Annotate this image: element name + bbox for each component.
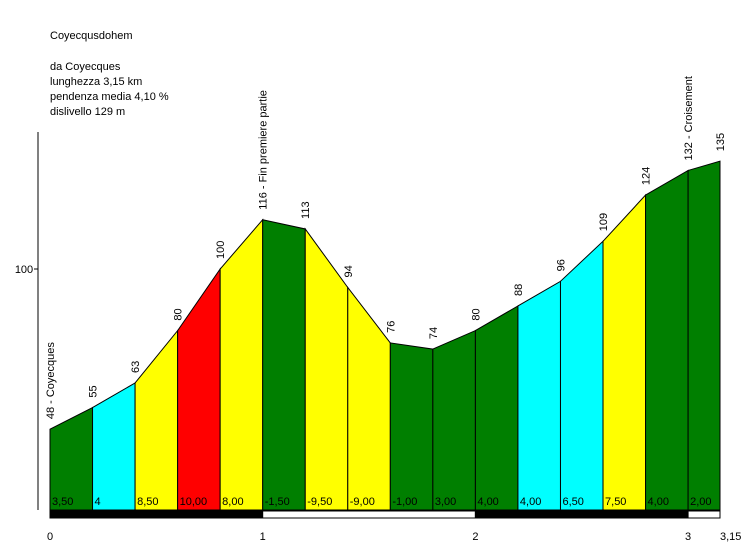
gradient-label-1: 4 [95,496,101,508]
elevation-label-4: 100 [215,241,227,259]
profile-segment-13 [602,193,647,511]
gradient-label-12: 6,50 [562,496,583,508]
elevation-label-6: 113 [300,201,312,219]
elevation-label-8: 76 [385,321,397,333]
x-tick-label-3: 3 [685,531,691,543]
profile-segment-2 [134,329,179,511]
km-bar-1 [262,510,476,519]
elevation-label-1: 55 [88,385,100,397]
profile-segment-12 [559,240,604,511]
profile-segment-9 [432,329,476,511]
elevation-label-5: 116 - Fin premiere partie [258,90,270,210]
elevation-label-12: 96 [555,259,567,271]
gradient-label-9: 3,00 [435,496,456,508]
profile-segment-3 [177,267,221,511]
gradient-label-14: 4,00 [648,496,669,508]
profile-segment-7 [347,286,391,511]
profile-segment-5 [262,219,306,511]
gradient-label-8: -1,00 [392,496,417,508]
gradient-label-11: 4,00 [520,496,541,508]
profile-segment-10 [474,305,519,511]
gradient-label-6: -9,50 [307,496,332,508]
elevation-label-0: 48 - Coyecques [45,342,57,420]
elevation-label-13: 109 [598,213,610,231]
gradient-label-0: 3,50 [52,496,73,508]
profile-segment-6 [304,227,349,511]
gradient-label-2: 8,50 [137,496,158,508]
elevation-label-10: 80 [470,308,482,320]
x-tick-label-0: 0 [47,531,53,543]
km-bar-2 [474,510,689,519]
profile-segment-11 [517,280,561,511]
elevation-label-15: 132 - Croisement [683,76,695,160]
elevation-label-3: 80 [173,308,185,320]
gradient-label-5: -1,50 [265,496,290,508]
elevation-label-14: 124 [641,167,653,185]
profile-segment-1 [92,382,136,511]
x-tick-label-4: 3,15 [720,531,741,543]
gradient-label-13: 7,50 [605,496,626,508]
profile-segment-8 [389,342,434,511]
profile-segment-15 [687,160,721,511]
gradient-label-7: -9,00 [350,496,375,508]
length-info: lunghezza 3,15 km [50,76,143,88]
elevation-gain-info: dislivello 129 m [50,106,126,118]
y-tick-label-0: 100 [15,264,33,276]
km-bar-0 [49,510,264,519]
profile-segment-4 [219,218,264,511]
gradient-label-4: 8,00 [222,496,243,508]
elevation-label-11: 88 [513,284,525,296]
gradient-label-15: 2,00 [690,496,711,508]
profile-segment-0 [49,406,94,511]
km-bar-3 [687,510,721,519]
avg-gradient-info: pendenza media 4,10 % [50,91,169,103]
elevation-label-16: 135 [715,133,727,151]
chart-title: Coyecqusdohem [50,30,133,42]
x-tick-label-2: 2 [472,531,478,543]
start-location: da Coyecques [50,61,121,73]
profile-segment-14 [645,169,689,511]
x-tick-label-1: 1 [260,531,266,543]
gradient-label-10: 4,00 [477,496,498,508]
elevation-label-7: 94 [343,265,355,277]
gradient-label-3: 10,00 [180,496,208,508]
elevation-label-9: 74 [428,327,440,339]
elevation-label-2: 63 [130,361,142,373]
